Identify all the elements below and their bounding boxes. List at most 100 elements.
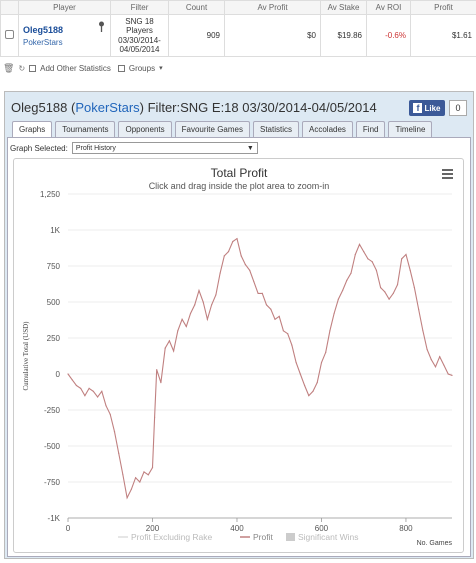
data-point [135,477,137,479]
tab-find[interactable]: Find [355,121,386,137]
data-point [139,481,141,483]
data-point [211,304,213,306]
player-name[interactable]: Oleg5188 [23,24,64,35]
y-tick-label: -1K [48,514,61,523]
data-point [75,384,77,387]
data-point [342,289,344,292]
col-header-av-roi[interactable]: Av ROI [366,0,411,15]
data-point [253,281,255,283]
x-axis-label: No. Games [417,540,453,547]
facebook-like-button[interactable]: f Like [409,100,445,116]
graph-panel: Oleg5188 (PokerStars) Filter:SNG E:18 03… [4,91,474,559]
profit-cell: $1.61 [410,14,476,57]
y-tick-label: -750 [44,478,61,487]
y-tick-label: 1K [50,226,60,235]
pin-icon[interactable] [97,21,106,32]
col-header-av-stake[interactable]: Av Stake [320,0,367,15]
graph-select[interactable]: Profit History ▼ [71,142,258,154]
data-point [185,325,187,328]
y-tick-label: -500 [44,442,61,451]
data-point [97,396,99,398]
tab-tournaments[interactable]: Tournaments [55,121,116,137]
data-point [202,301,204,303]
tab-opponents[interactable]: Opponents [118,121,172,137]
tab-favourite-games[interactable]: Favourite Games [174,121,250,137]
data-point [113,431,116,433]
tab-accolades[interactable]: Accolades [302,121,353,137]
groups-icon [117,64,125,72]
add-stats-link[interactable]: Add Other Statistics [40,63,111,73]
chart-container[interactable]: Total Profit Click and drag inside the pl… [13,158,464,553]
data-point [189,312,192,315]
legend-swatch-significant-wins [286,533,295,541]
data-point [126,497,128,499]
data-point [109,413,111,415]
data-point [219,272,221,274]
data-point [401,258,403,260]
col-header-profit[interactable]: Profit [410,0,476,15]
title-player: Oleg5188 [11,100,68,115]
count-cell: 909 [168,14,225,57]
data-point [80,387,82,389]
tab-statistics[interactable]: Statistics [252,121,299,137]
graph-content: Graph Selected: Profit History ▼ Total P… [7,137,471,557]
data-point [92,390,94,392]
chevron-down-icon[interactable]: ▾ [159,65,163,72]
data-point [451,374,453,376]
tab-graphs[interactable]: Graphs [12,121,53,137]
av-roi-cell: -0.6% [366,14,411,57]
data-point [177,330,179,332]
y-tick-label: 0 [56,370,61,379]
x-tick-label: 800 [399,524,413,533]
data-point [299,373,301,375]
data-point [367,258,369,260]
col-header-player[interactable]: Player [18,0,111,15]
add-stats-icon[interactable] [29,64,37,72]
legend-label-profit: Profit [253,532,273,542]
data-point [278,315,280,317]
title-site[interactable]: PokerStars [75,100,140,115]
graph-selector: Graph Selected: Profit History ▼ [10,142,258,154]
data-point [143,471,145,473]
chart-menu-icon[interactable] [442,169,453,179]
data-point [223,255,225,257]
player-site: PokerStars [23,37,63,47]
y-axis-label: Cumulative Total (USD) [22,321,30,391]
data-point [130,488,132,490]
refresh-icon[interactable]: ↻ [18,63,26,73]
data-point [443,364,445,366]
data-point [333,312,335,315]
data-point [312,390,314,392]
data-point [270,308,272,310]
data-point [439,356,441,358]
data-point [67,373,69,375]
table-row[interactable]: Oleg5188 PokerStars SNG 18 Players 03/30… [0,14,476,57]
chart-title: Total Profit [211,166,268,180]
data-point [304,384,306,387]
data-point [337,298,339,300]
data-point [181,318,183,320]
data-point [240,255,242,257]
data-point [291,344,293,346]
delete-icon[interactable]: 🗑 [3,62,15,73]
data-point [308,395,310,397]
data-point [350,272,352,274]
data-point [151,467,154,469]
col-header-filter[interactable]: Filter [110,0,169,15]
data-point [295,361,297,364]
col-header-av-profit[interactable]: Av Profit [224,0,321,15]
data-point [122,474,124,476]
data-point [71,379,73,381]
tab-timeline[interactable]: Timeline [388,121,433,137]
data-point [118,452,120,454]
data-point [227,251,230,253]
groups-menu[interactable]: Groups [128,63,156,73]
row-checkbox[interactable] [5,30,14,39]
data-point [396,284,399,286]
title-filter: Filter:SNG E:18 03/30/2014-04/05/2014 [147,100,377,115]
data-point [375,269,377,271]
data-point [164,347,166,349]
col-header-count[interactable]: Count [168,0,225,15]
data-point [206,318,208,320]
